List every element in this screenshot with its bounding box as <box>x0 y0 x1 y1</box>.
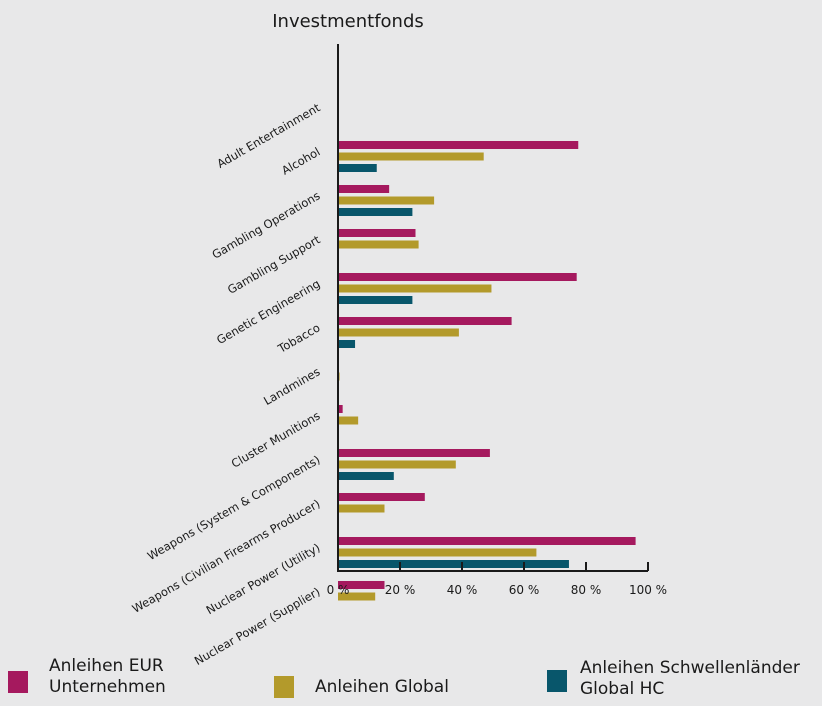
bar <box>338 537 636 545</box>
legend-label-line: Unternehmen <box>49 677 166 697</box>
legend-label-anleihen-eur: Anleihen EUR Unternehmen <box>49 656 166 698</box>
bar <box>338 296 413 304</box>
bar <box>338 240 419 249</box>
bar <box>338 548 537 557</box>
legend-swatch-anleihen-schwellenlaender <box>547 670 567 692</box>
bar <box>338 328 459 337</box>
bar <box>338 229 416 237</box>
category-label: Alcohol <box>279 144 322 177</box>
category-label: Landmines <box>261 364 322 408</box>
x-tick-label: 40 % <box>447 583 478 597</box>
category-label: Nuclear Power (Supplier) <box>192 584 323 667</box>
bar <box>338 449 490 457</box>
bar <box>338 208 413 216</box>
legend-swatch-anleihen-eur <box>8 671 28 693</box>
chart-title: Investmentfonds <box>272 11 424 32</box>
bar <box>338 152 484 161</box>
bar <box>338 405 343 413</box>
bar <box>338 196 435 205</box>
x-tick-label: 20 % <box>385 583 416 597</box>
bar <box>338 472 394 480</box>
legend-label-line: Anleihen Schwellenländer <box>580 658 800 678</box>
x-tick-label: 60 % <box>509 583 540 597</box>
bar <box>338 581 385 589</box>
bar <box>338 560 569 568</box>
bars-layer <box>338 141 636 601</box>
bar <box>338 273 577 281</box>
bar <box>338 185 390 193</box>
legend-label-anleihen-schwellenlaender: Anleihen Schwellenländer Global HC <box>580 658 800 700</box>
legend-label-line: Anleihen EUR <box>49 656 164 676</box>
bar <box>338 340 356 348</box>
legend-label-line: Global HC <box>580 679 665 699</box>
x-tick-label: 0 % <box>327 583 350 597</box>
bar <box>338 317 512 325</box>
bar <box>338 141 579 149</box>
bar <box>338 493 425 501</box>
bar <box>338 416 359 425</box>
bar <box>338 460 456 469</box>
legend-label-anleihen-global: Anleihen Global <box>315 677 449 698</box>
bar <box>338 592 376 601</box>
category-label: Tobacco <box>275 320 323 356</box>
bar <box>338 164 377 172</box>
legend-label-line: Anleihen Global <box>315 677 449 697</box>
bar <box>338 504 385 513</box>
legend-swatch-anleihen-global <box>274 676 294 698</box>
x-tick-label: 100 % <box>629 583 667 597</box>
bar <box>338 284 492 293</box>
x-axis-ticks: 0 % 20 % 40 % 60 % 80 % 100 % <box>327 562 667 597</box>
x-tick-label: 80 % <box>571 583 602 597</box>
